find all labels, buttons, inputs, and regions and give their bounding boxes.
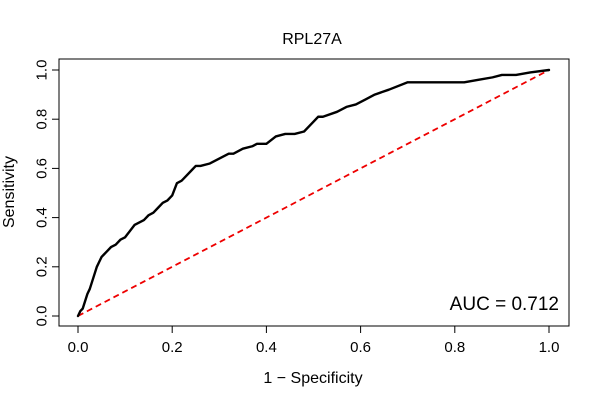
y-axis: 0.0 0.2 0.4 0.6 0.8 1.0 [34, 60, 60, 327]
y-axis-label: Sensitivity [1, 156, 18, 228]
x-tick-label: 0.2 [162, 339, 183, 356]
x-axis: 0.0 0.2 0.4 0.6 0.8 1.0 [68, 325, 560, 356]
y-tick-label: 1.0 [34, 60, 51, 81]
x-axis-label: 1 − Specificity [263, 370, 362, 387]
reference-diagonal-line [77, 69, 550, 317]
y-tick-label: 0.4 [34, 207, 51, 228]
y-tick-label: 0.2 [34, 256, 51, 277]
roc-curve-line [76, 68, 551, 318]
series-layer [76, 68, 551, 318]
x-tick-label: 0.6 [350, 339, 371, 356]
x-tick-label: 0.4 [256, 339, 277, 356]
y-tick-label: 0.8 [34, 109, 51, 130]
x-tick-label: 1.0 [539, 339, 560, 356]
chart-title: RPL27A [282, 31, 342, 48]
auc-annotation: AUC = 0.712 [450, 294, 559, 315]
x-tick-label: 0.8 [444, 339, 465, 356]
y-tick-label: 0.0 [34, 306, 51, 327]
x-tick-label: 0.0 [68, 339, 89, 356]
y-tick-label: 0.6 [34, 158, 51, 179]
